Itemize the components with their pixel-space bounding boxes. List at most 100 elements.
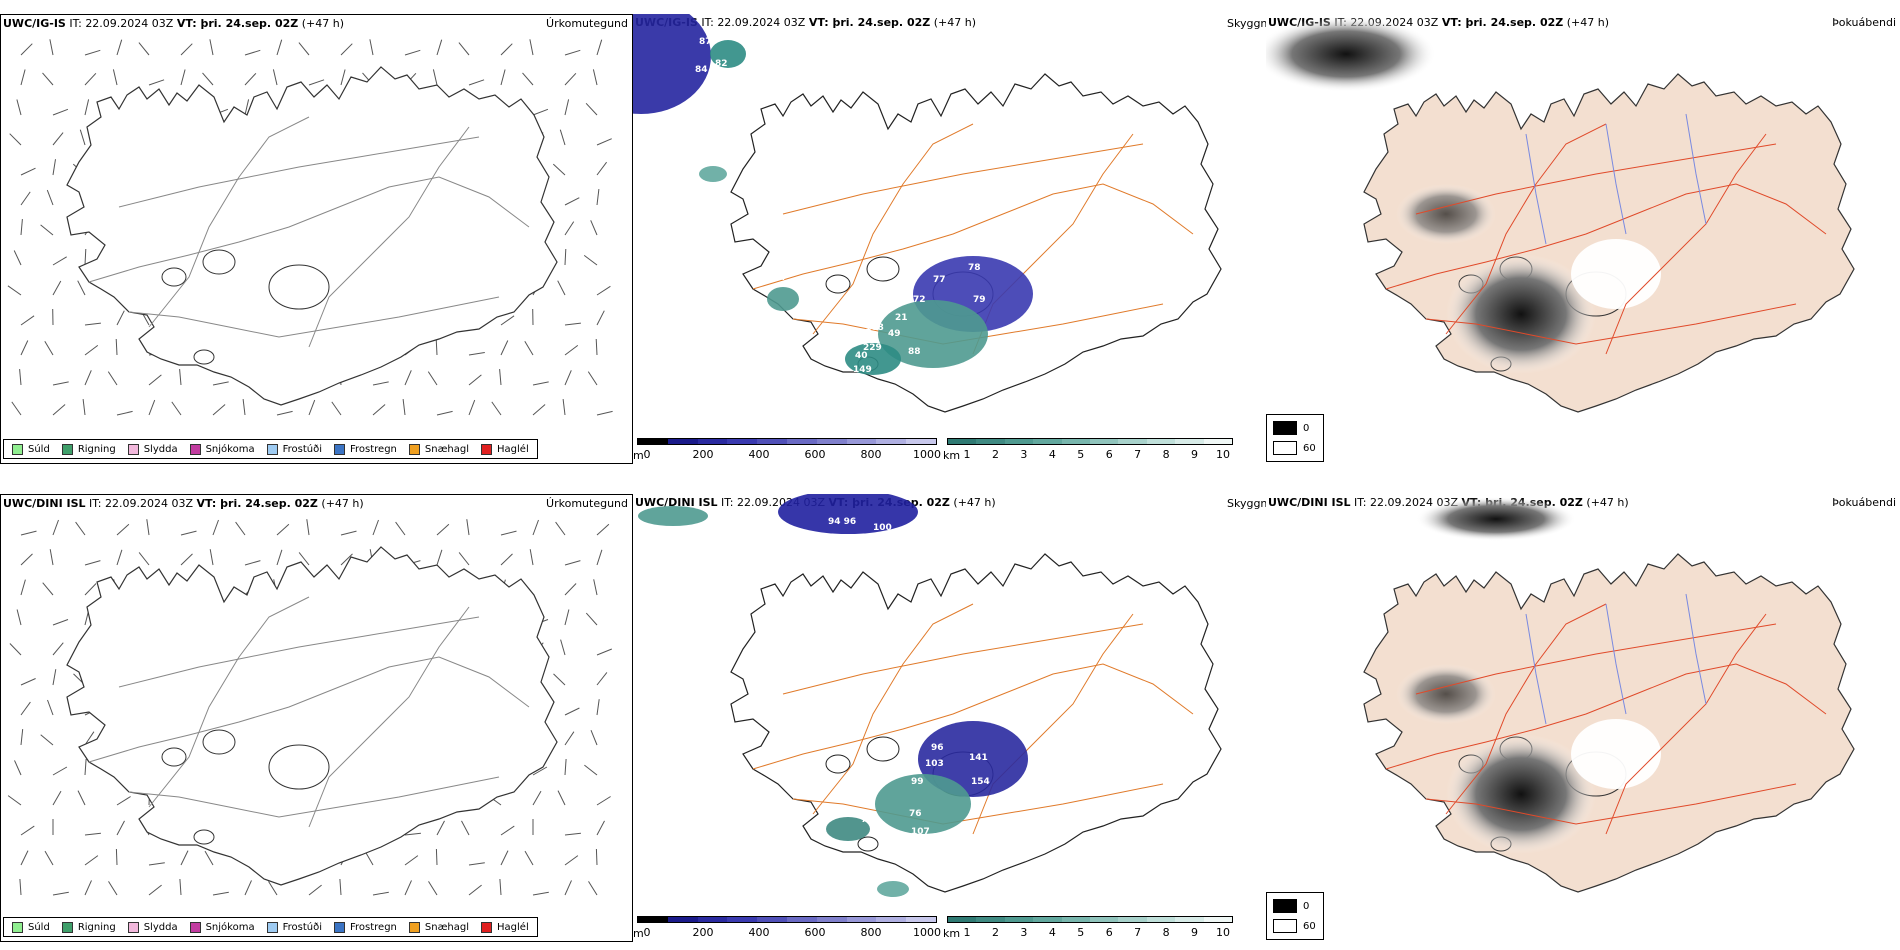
fog-legend-value: 0: [1303, 422, 1310, 434]
wind-barb: [564, 72, 577, 86]
cloud-base-value: 112: [705, 103, 724, 113]
wind-barb: [331, 401, 342, 416]
river-line: [1525, 133, 1547, 245]
road-line: [128, 776, 500, 818]
legend-swatch: [189, 921, 201, 933]
wind-barb: [306, 519, 310, 536]
colorbar-segment: [757, 439, 787, 444]
colorbar-segment: [697, 439, 728, 444]
colorbar-segment: [1004, 917, 1034, 922]
cloud-patch: [638, 506, 708, 526]
legend-item: Slydda: [127, 921, 178, 933]
wind-barb: [52, 280, 62, 296]
colorbar-segment: [1118, 439, 1147, 444]
road-line: [1605, 613, 1767, 835]
wind-barb: [499, 369, 502, 386]
fog-legend-row: 60: [1273, 441, 1316, 455]
colorbar-segment: [727, 917, 758, 922]
wind-barb: [11, 401, 22, 416]
wind-barb: [244, 72, 257, 86]
glacier-vatnajokull: [268, 744, 330, 790]
fog-areas: [1266, 16, 1661, 374]
wind-barb: [138, 552, 150, 566]
wind-barb: [244, 49, 261, 56]
wind-barb: [587, 371, 598, 386]
legend-item: Snæhagl: [408, 443, 469, 455]
colorbar-tick-label: 6: [1105, 448, 1113, 461]
colorbar-segment: [1061, 917, 1091, 922]
legend-item: Rigning: [61, 921, 116, 933]
wind-barb: [52, 256, 67, 266]
colorbar-segment: [1033, 917, 1062, 922]
wind-barb: [402, 399, 406, 416]
wind-barb: [44, 341, 54, 356]
wind-barb: [276, 549, 283, 566]
clear-patch: [1571, 719, 1661, 789]
wind-barb: [564, 560, 581, 566]
legend-swatch: [189, 443, 201, 455]
wind-barb: [84, 583, 97, 596]
wind-barb: [84, 731, 95, 746]
road-line: [1415, 623, 1777, 695]
panel-title: Þokuábendi: [1832, 16, 1896, 29]
wind-barb: [585, 102, 598, 116]
wind-barb: [276, 523, 290, 536]
colorbar-strip: [637, 438, 937, 445]
legend-label: Haglél: [497, 921, 529, 933]
wind-barb: [458, 42, 470, 56]
colorbar-segment: [876, 917, 907, 922]
wind-barb: [532, 891, 549, 896]
colorbar-segment: [948, 439, 977, 444]
wind-barb: [499, 878, 502, 896]
colorbar-unit: km: [943, 927, 961, 940]
colorbar-segment: [1203, 917, 1233, 922]
fog-legend-swatch: [1273, 899, 1297, 913]
colorbar-segment: [667, 439, 698, 444]
legend-item: Haglél: [481, 443, 529, 455]
wind-barb: [564, 880, 572, 896]
wind-barb: [20, 701, 31, 716]
colorbar-segment: [1203, 439, 1233, 444]
wind-barb: [590, 220, 598, 236]
wind-barb: [500, 43, 513, 56]
colorbar-segment: [876, 439, 907, 444]
fog-legend-row: 0: [1273, 899, 1309, 913]
colorbar-segment: [906, 439, 936, 444]
iceland-map-fog: [1363, 497, 1855, 893]
wind-barb: [42, 582, 54, 596]
colorbar-tick-label: 600: [804, 926, 826, 939]
wind-barb: [49, 39, 54, 56]
cloud-patch: [710, 40, 746, 68]
fog-legend-swatch: [1273, 421, 1297, 435]
wind-barb: [522, 72, 534, 86]
road-line: [148, 596, 310, 808]
coastline: [66, 546, 558, 886]
cloud-base-value: 14: [773, 273, 786, 283]
wind-barb: [372, 404, 386, 416]
wind-barb: [458, 552, 470, 566]
clear-patch: [1571, 239, 1661, 309]
colorbar-tick-label: 1: [963, 926, 971, 939]
colorbar-segment: [786, 917, 817, 922]
wind-barb: [52, 790, 62, 806]
wind-barb: [308, 884, 322, 896]
colorbar-tick-label: 8: [1162, 448, 1170, 461]
legend-item: Frostregn: [334, 443, 397, 455]
legend-label: Súld: [28, 443, 50, 455]
wind-barb: [298, 552, 310, 566]
fog-patch: [1396, 664, 1496, 724]
wind-barb: [20, 579, 26, 596]
cloud-patch: [877, 881, 909, 897]
cloud-base-value: 96: [931, 743, 944, 753]
wind-barb: [84, 370, 92, 386]
wind-barb: [557, 790, 566, 806]
wind-barb: [148, 884, 162, 896]
colorbar-unit: m: [633, 927, 644, 940]
glacier-myrdalsjokull: [857, 836, 879, 852]
colorbar-tick-label: 200: [692, 448, 714, 461]
wind-barb: [532, 519, 539, 536]
wind-barb: [404, 855, 419, 866]
glacier-langjokull: [161, 747, 187, 767]
wind-barb: [52, 669, 57, 686]
fog-legend-swatch: [1273, 441, 1297, 455]
